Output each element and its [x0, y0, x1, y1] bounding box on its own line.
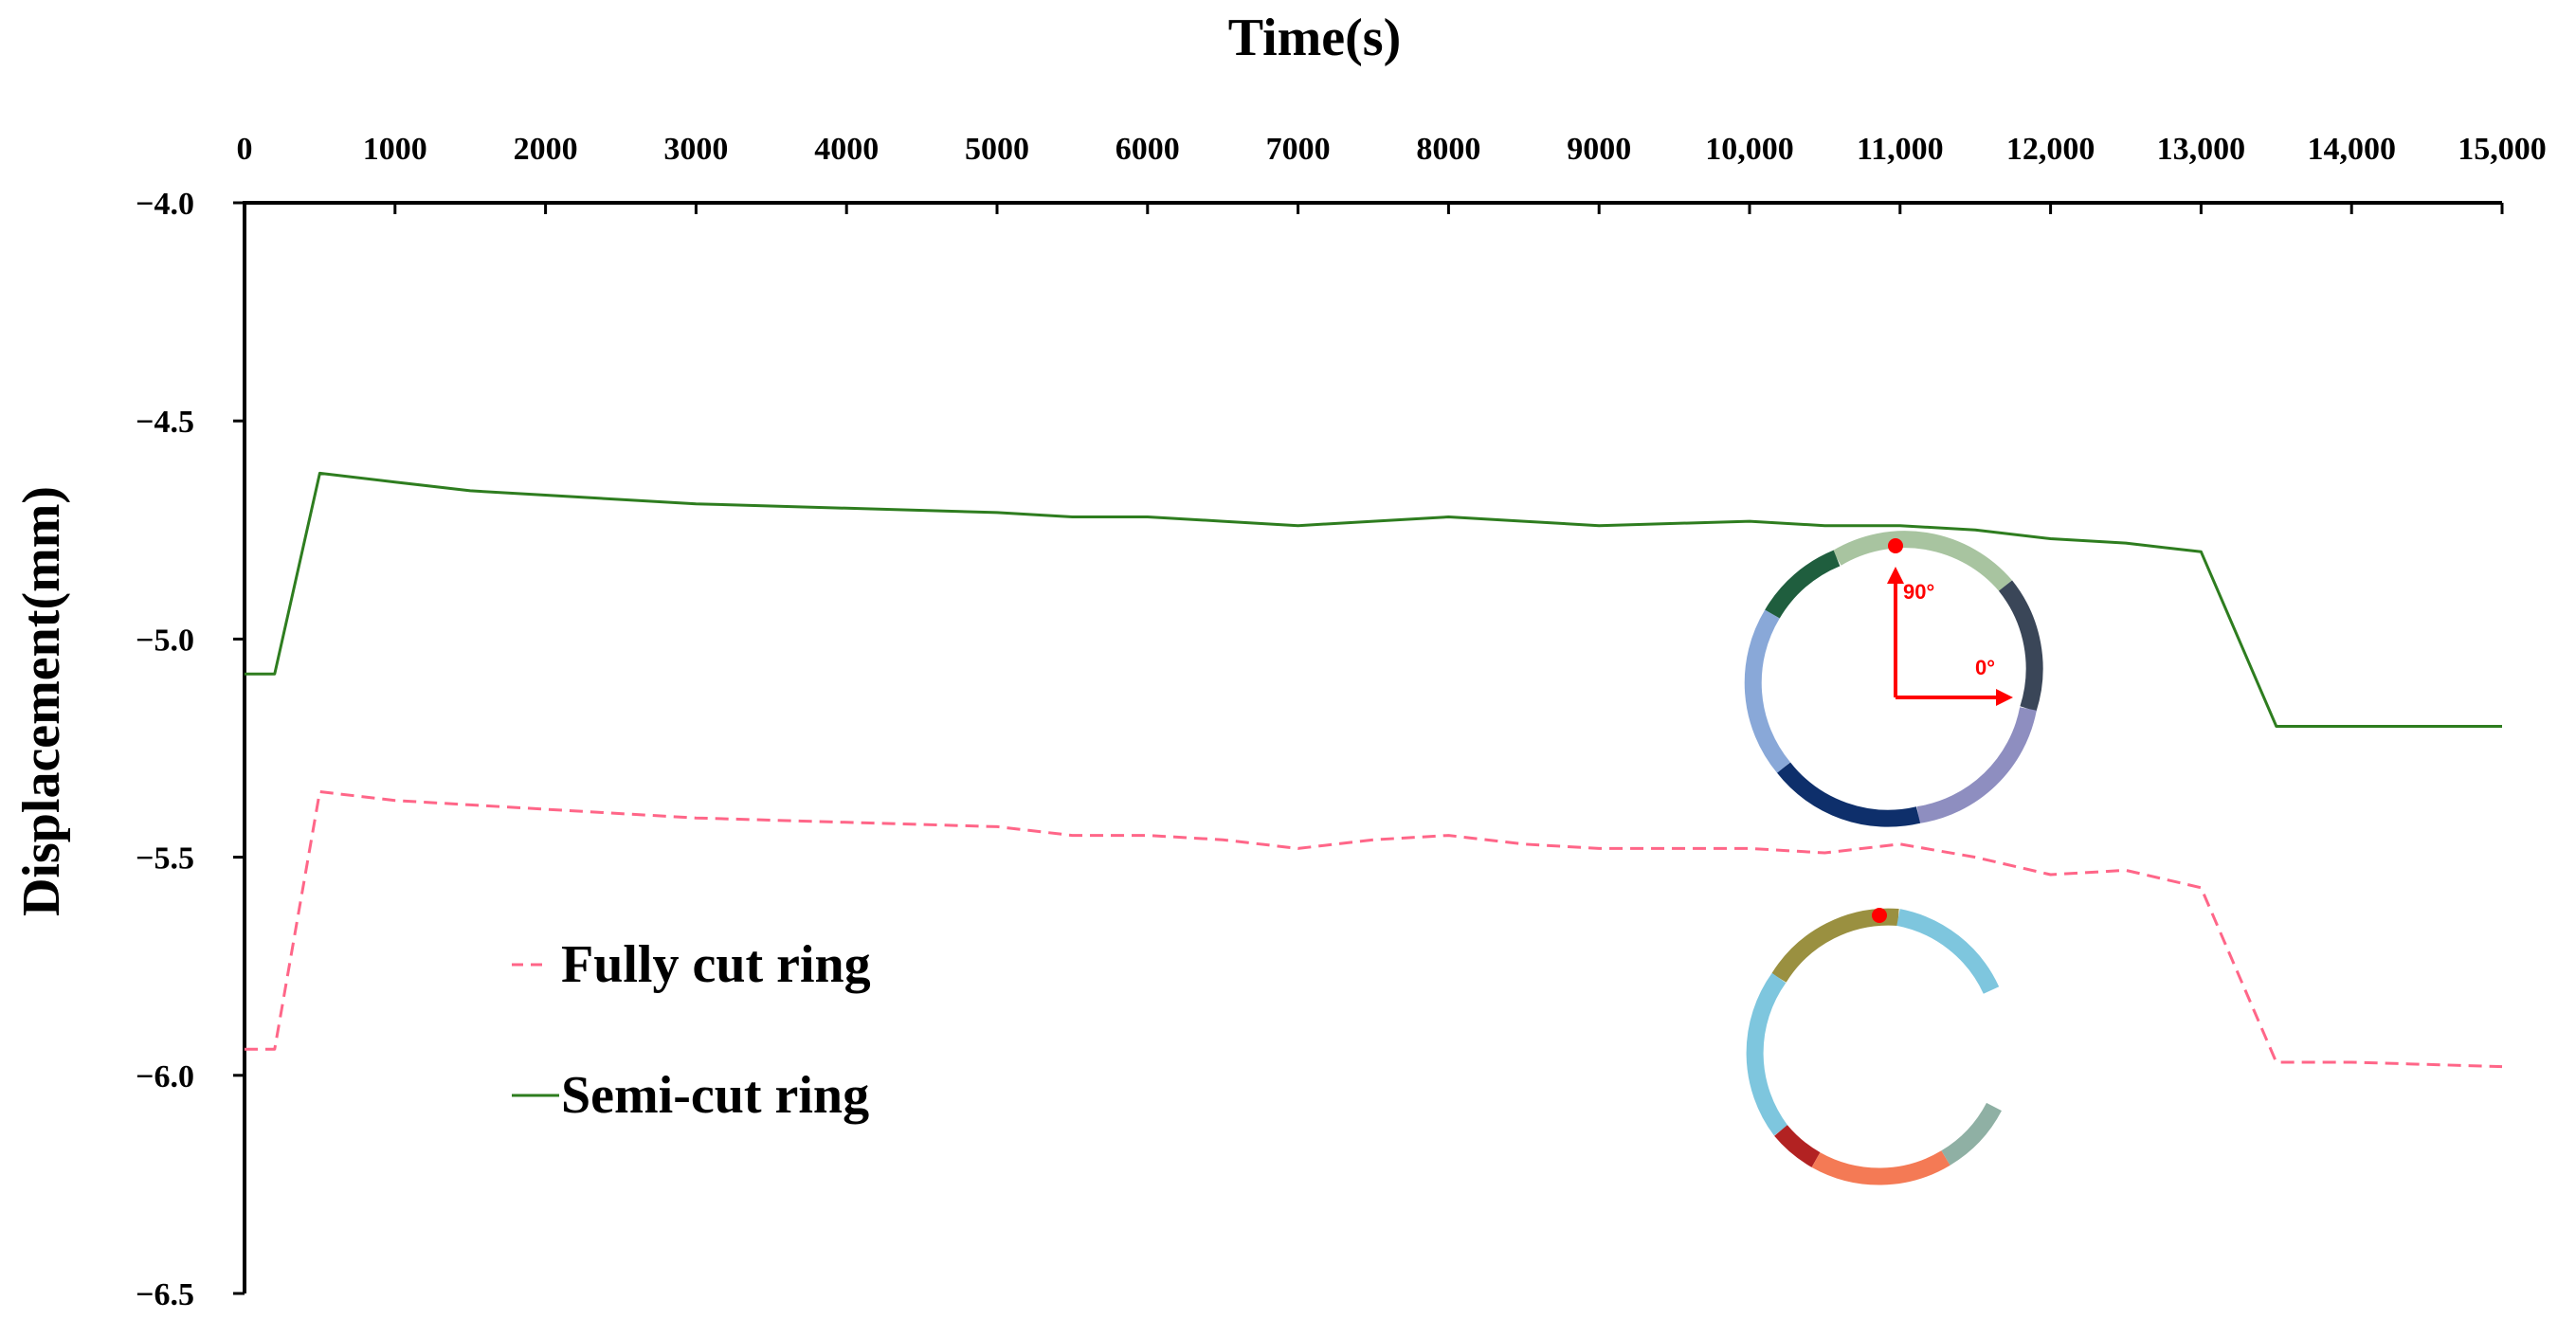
y-tick-label: −5.5: [136, 841, 194, 877]
y-axis-title: Displacement(mm): [12, 486, 71, 916]
marker-dot: [1872, 908, 1887, 923]
x-tick-label: 9000: [1567, 132, 1631, 167]
ring-segment: [1753, 614, 1784, 768]
x-axis-title: Time(s): [1228, 9, 1402, 67]
legend-label-fully-cut: Fully cut ring: [561, 935, 871, 994]
displacement-chart: Time(s) Displacement(mm) 0 1000 2000 3000 40…: [0, 0, 2576, 1320]
x-tick-label: 0: [237, 132, 253, 167]
ring-segment: [1816, 1158, 1946, 1177]
marker-dot: [1888, 538, 1903, 553]
x-tick-label: 8000: [1416, 132, 1480, 167]
ring-segment: [1784, 768, 1918, 819]
legend: Fully cut ring Semi-cut ring: [512, 935, 871, 1125]
y-tick-label: −5.0: [136, 623, 194, 658]
ring-segment: [1918, 709, 2028, 815]
y-tick-label: −6.5: [136, 1277, 194, 1312]
legend-label-semi-cut: Semi-cut ring: [561, 1066, 869, 1125]
ring-segment: [1898, 917, 1991, 990]
y-tick-label: −4.0: [136, 187, 194, 222]
y-tick-label: −4.5: [136, 405, 194, 440]
x-tick-label: 11,000: [1857, 132, 1944, 167]
angle-label-0: 0°: [1975, 656, 1995, 679]
x-tick-label: 7000: [1266, 132, 1331, 167]
angle-label-90: 90°: [1903, 580, 1934, 604]
ring-segment: [1781, 1130, 1816, 1160]
series-line-semi-cut-ring: [245, 473, 2502, 726]
x-tick-label: 2000: [514, 132, 578, 167]
cut-ring-diagram: [1755, 908, 1994, 1177]
ring-segment: [2005, 586, 2035, 709]
ring-segment: [1837, 539, 2005, 586]
ring-segment: [1755, 978, 1781, 1130]
x-tick-label: 13,000: [2157, 132, 2246, 167]
x-tick-label: 6000: [1116, 132, 1180, 167]
axis-ticks: 0 1000 2000 3000 4000 5000 6000 7000 8000 9000 10,…: [136, 132, 2547, 1312]
x-tick-label: 15,000: [2458, 132, 2547, 167]
y-tick-label: −6.0: [136, 1059, 194, 1094]
arrow-head-0: [1996, 689, 2013, 706]
x-tick-label: 5000: [965, 132, 1029, 167]
x-tick-label: 12,000: [2006, 132, 2095, 167]
x-tick-label: 14,000: [2307, 132, 2396, 167]
ring-segment: [1946, 1107, 1994, 1158]
ring-segment: [1772, 558, 1837, 614]
arrow-head-90: [1887, 567, 1904, 584]
full-ring-diagram: 90° 0°: [1753, 538, 2035, 819]
x-tick-label: 3000: [663, 132, 728, 167]
x-tick-label: 4000: [814, 132, 879, 167]
x-tick-label: 10,000: [1705, 132, 1794, 167]
ring-segment: [1779, 917, 1898, 978]
x-tick-label: 1000: [363, 132, 427, 167]
series-line-fully-cut-ring: [245, 792, 2502, 1067]
